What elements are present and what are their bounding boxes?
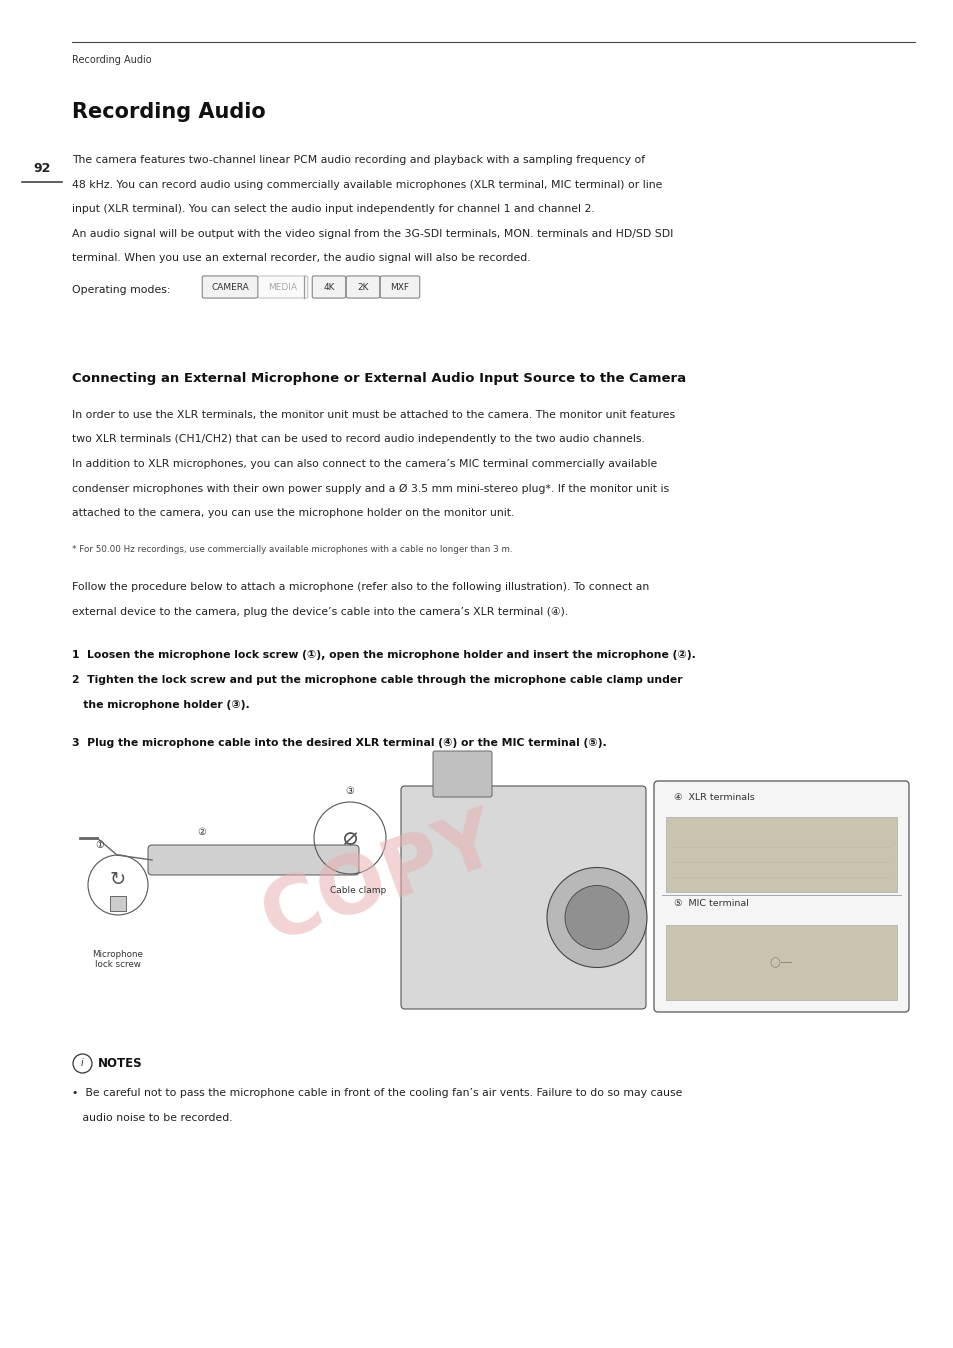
Text: The camera features two-channel linear PCM audio recording and playback with a s: The camera features two-channel linear P… (71, 155, 644, 164)
Text: Operating modes:: Operating modes: (71, 284, 171, 295)
Text: In order to use the XLR terminals, the monitor unit must be attached to the came: In order to use the XLR terminals, the m… (71, 410, 675, 421)
Text: 4K: 4K (323, 283, 335, 291)
Text: 48 kHz. You can record audio using commercially available microphones (XLR termi: 48 kHz. You can record audio using comme… (71, 179, 661, 190)
Text: audio noise to be recorded.: audio noise to be recorded. (71, 1113, 233, 1123)
FancyBboxPatch shape (312, 276, 345, 298)
Text: ↻: ↻ (110, 871, 126, 890)
FancyBboxPatch shape (346, 276, 379, 298)
Text: terminal. When you use an external recorder, the audio signal will also be recor: terminal. When you use an external recor… (71, 253, 530, 263)
Text: ④  XLR terminals: ④ XLR terminals (673, 793, 754, 802)
Text: Recording Audio: Recording Audio (71, 102, 266, 123)
Text: Follow the procedure below to attach a microphone (refer also to the following i: Follow the procedure below to attach a m… (71, 582, 649, 592)
Text: Connecting an External Microphone or External Audio Input Source to the Camera: Connecting an External Microphone or Ext… (71, 372, 685, 386)
Text: 1  Loosen the microphone lock screw (①), open the microphone holder and insert t: 1 Loosen the microphone lock screw (①), … (71, 650, 695, 661)
FancyBboxPatch shape (380, 276, 419, 298)
Circle shape (564, 886, 628, 949)
FancyBboxPatch shape (433, 751, 492, 797)
Text: 2  Tighten the lock screw and put the microphone cable through the microphone ca: 2 Tighten the lock screw and put the mic… (71, 675, 682, 685)
Text: CAMERA: CAMERA (211, 283, 249, 291)
Text: •  Be careful not to pass the microphone cable in front of the cooling fan’s air: • Be careful not to pass the microphone … (71, 1088, 681, 1099)
FancyBboxPatch shape (148, 845, 358, 875)
Text: input (XLR terminal). You can select the audio input independently for channel 1: input (XLR terminal). You can select the… (71, 204, 594, 214)
Text: An audio signal will be output with the video signal from the 3G-SDI terminals, : An audio signal will be output with the … (71, 229, 673, 239)
Text: 3  Plug the microphone cable into the desired XLR terminal (④) or the MIC termin: 3 Plug the microphone cable into the des… (71, 737, 606, 748)
Text: ②: ② (197, 828, 206, 837)
Text: COPY: COPY (252, 802, 508, 958)
FancyBboxPatch shape (400, 786, 645, 1010)
Text: MEDIA: MEDIA (268, 283, 297, 291)
FancyBboxPatch shape (110, 896, 126, 911)
FancyBboxPatch shape (202, 276, 257, 298)
Text: attached to the camera, you can use the microphone holder on the monitor unit.: attached to the camera, you can use the … (71, 508, 514, 518)
Text: * For 50.00 Hz recordings, use commercially available microphones with a cable n: * For 50.00 Hz recordings, use commercia… (71, 545, 512, 554)
Text: ⑤  MIC terminal: ⑤ MIC terminal (673, 899, 748, 907)
Circle shape (546, 868, 646, 968)
Text: the microphone holder (③).: the microphone holder (③). (71, 700, 250, 710)
Text: 2K: 2K (356, 283, 369, 291)
Text: Recording Audio: Recording Audio (71, 55, 152, 65)
Text: In addition to XLR microphones, you can also connect to the camera’s MIC termina: In addition to XLR microphones, you can … (71, 460, 657, 469)
Text: 92: 92 (33, 162, 51, 174)
Text: ⌀: ⌀ (342, 826, 357, 851)
Text: external device to the camera, plug the device’s cable into the camera’s XLR ter: external device to the camera, plug the … (71, 607, 568, 616)
Text: ①: ① (95, 840, 104, 851)
Text: ③: ③ (345, 786, 354, 797)
Text: i: i (81, 1058, 84, 1069)
Text: two XLR terminals (CH1/CH2) that can be used to record audio independently to th: two XLR terminals (CH1/CH2) that can be … (71, 434, 644, 445)
Text: NOTES: NOTES (98, 1057, 143, 1070)
Text: Cable clamp: Cable clamp (330, 886, 386, 895)
Text: MXF: MXF (390, 283, 409, 291)
FancyBboxPatch shape (654, 780, 908, 1012)
FancyBboxPatch shape (665, 925, 896, 1000)
FancyBboxPatch shape (665, 817, 896, 891)
Text: ○—: ○— (769, 956, 792, 969)
Text: Microphone
lock screw: Microphone lock screw (92, 950, 143, 969)
Text: condenser microphones with their own power supply and a Ø 3.5 mm mini-stereo plu: condenser microphones with their own pow… (71, 484, 668, 493)
FancyBboxPatch shape (258, 276, 308, 298)
